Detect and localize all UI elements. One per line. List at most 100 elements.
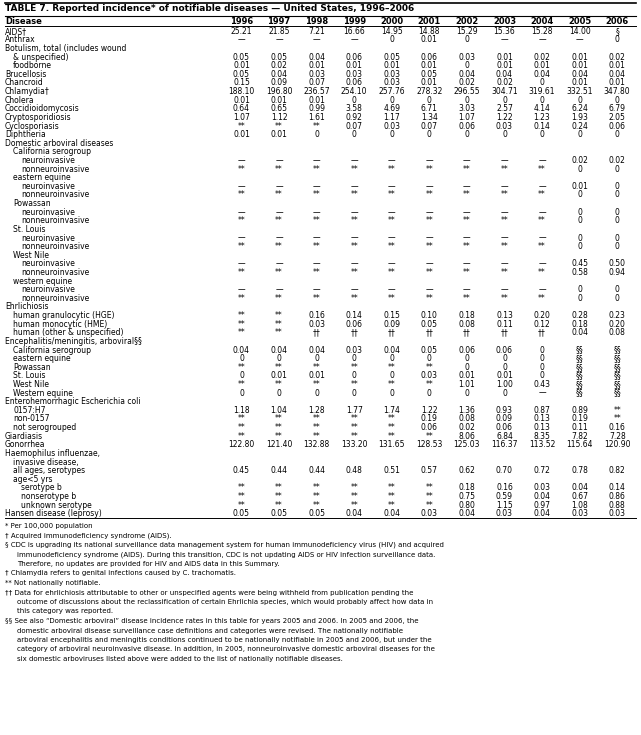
- Text: 0.02: 0.02: [271, 61, 288, 71]
- Text: 0: 0: [540, 96, 544, 104]
- Text: 0.06: 0.06: [345, 53, 363, 62]
- Text: Therefore, no updates are provided for HIV and AIDS data in this Summary.: Therefore, no updates are provided for H…: [17, 561, 279, 567]
- Text: —: —: [275, 234, 283, 243]
- Text: 0: 0: [540, 79, 544, 87]
- Text: **: **: [313, 294, 320, 303]
- Text: **: **: [351, 423, 358, 432]
- Text: 0.01: 0.01: [609, 79, 626, 87]
- Text: —: —: [313, 234, 320, 243]
- Text: 0.78: 0.78: [571, 466, 588, 475]
- Text: 0.51: 0.51: [383, 466, 400, 475]
- Text: 0.89: 0.89: [571, 406, 588, 415]
- Text: **: **: [538, 242, 546, 251]
- Text: 0.01: 0.01: [571, 79, 588, 87]
- Text: Cryptosporidiosis: Cryptosporidiosis: [5, 113, 72, 122]
- Text: —: —: [538, 35, 546, 44]
- Text: 0: 0: [615, 242, 620, 251]
- Text: 0.13: 0.13: [533, 415, 551, 423]
- Text: **: **: [238, 329, 246, 337]
- Text: 0.06: 0.06: [458, 345, 476, 354]
- Text: **: **: [313, 363, 320, 372]
- Text: 0.45: 0.45: [571, 259, 588, 268]
- Text: 0.75: 0.75: [458, 492, 476, 501]
- Text: 0: 0: [314, 354, 319, 363]
- Text: 0.09: 0.09: [271, 79, 288, 87]
- Text: 4.69: 4.69: [383, 104, 400, 113]
- Text: 14.88: 14.88: [419, 26, 440, 36]
- Text: 0.08: 0.08: [609, 329, 626, 337]
- Text: ††: ††: [426, 329, 433, 337]
- Text: —: —: [501, 234, 508, 243]
- Text: 0.07: 0.07: [308, 79, 325, 87]
- Text: **: **: [501, 190, 508, 199]
- Text: **: **: [275, 492, 283, 501]
- Text: Western equine: Western equine: [13, 389, 73, 398]
- Text: 0.04: 0.04: [609, 70, 626, 79]
- Text: nonneuroinvasive: nonneuroinvasive: [21, 268, 89, 277]
- Text: 0.58: 0.58: [571, 268, 588, 277]
- Text: **: **: [388, 484, 395, 492]
- Text: 296.55: 296.55: [454, 87, 480, 96]
- Text: 116.37: 116.37: [491, 440, 518, 449]
- Text: §§: §§: [576, 380, 583, 389]
- Text: **: **: [501, 242, 508, 251]
- Text: 347.80: 347.80: [604, 87, 631, 96]
- Text: **: **: [351, 492, 358, 501]
- Text: 133.20: 133.20: [341, 440, 367, 449]
- Text: 1.28: 1.28: [308, 406, 325, 415]
- Text: 15.36: 15.36: [494, 26, 515, 36]
- Text: nonneuroinvasive: nonneuroinvasive: [21, 294, 89, 303]
- Text: **: **: [238, 320, 246, 329]
- Text: 0.08: 0.08: [458, 415, 476, 423]
- Text: 0.02: 0.02: [571, 156, 588, 165]
- Text: —: —: [238, 182, 246, 191]
- Text: —: —: [538, 259, 546, 268]
- Text: 120.90: 120.90: [604, 440, 631, 449]
- Text: † Chlamydia refers to genital infections caused by C. trachomatis.: † Chlamydia refers to genital infections…: [5, 570, 236, 576]
- Text: § CDC is upgrading its national surveillance data management system for human im: § CDC is upgrading its national surveill…: [5, 542, 444, 548]
- Text: —: —: [501, 259, 508, 268]
- Text: —: —: [388, 156, 395, 165]
- Text: 2001: 2001: [418, 16, 441, 26]
- Text: **: **: [351, 484, 358, 492]
- Text: **: **: [463, 165, 470, 173]
- Text: 0: 0: [540, 130, 544, 139]
- Text: **: **: [351, 165, 358, 173]
- Text: nonneuroinvasive: nonneuroinvasive: [21, 190, 89, 199]
- Text: 14.95: 14.95: [381, 26, 403, 36]
- Text: —: —: [238, 259, 246, 268]
- Text: **: **: [275, 242, 283, 251]
- Text: —: —: [313, 259, 320, 268]
- Text: **: **: [463, 268, 470, 277]
- Text: —: —: [426, 285, 433, 294]
- Text: §§: §§: [576, 354, 583, 363]
- Text: 278.32: 278.32: [416, 87, 442, 96]
- Text: 0: 0: [389, 130, 394, 139]
- Text: 0: 0: [577, 234, 582, 243]
- Text: 0: 0: [352, 354, 356, 363]
- Text: **: **: [426, 216, 433, 226]
- Text: California serogroup: California serogroup: [13, 345, 91, 354]
- Text: 0: 0: [352, 96, 356, 104]
- Text: **: **: [388, 165, 395, 173]
- Text: 0.05: 0.05: [421, 320, 438, 329]
- Text: 0: 0: [502, 389, 507, 398]
- Text: 0.01: 0.01: [458, 371, 476, 381]
- Text: **: **: [313, 415, 320, 423]
- Text: 196.80: 196.80: [266, 87, 292, 96]
- Text: 332.51: 332.51: [567, 87, 593, 96]
- Text: Powassan: Powassan: [13, 363, 51, 372]
- Text: 21.85: 21.85: [269, 26, 290, 36]
- Text: 0.44: 0.44: [308, 466, 325, 475]
- Text: **: **: [275, 431, 283, 441]
- Text: **: **: [388, 294, 395, 303]
- Text: ††: ††: [388, 329, 395, 337]
- Text: **: **: [501, 268, 508, 277]
- Text: 1.07: 1.07: [233, 113, 250, 122]
- Text: —: —: [463, 182, 470, 191]
- Text: 0: 0: [502, 96, 507, 104]
- Text: **: **: [351, 363, 358, 372]
- Text: **: **: [275, 329, 283, 337]
- Text: 0.04: 0.04: [533, 70, 551, 79]
- Text: Domestic arboviral diseases: Domestic arboviral diseases: [5, 139, 113, 148]
